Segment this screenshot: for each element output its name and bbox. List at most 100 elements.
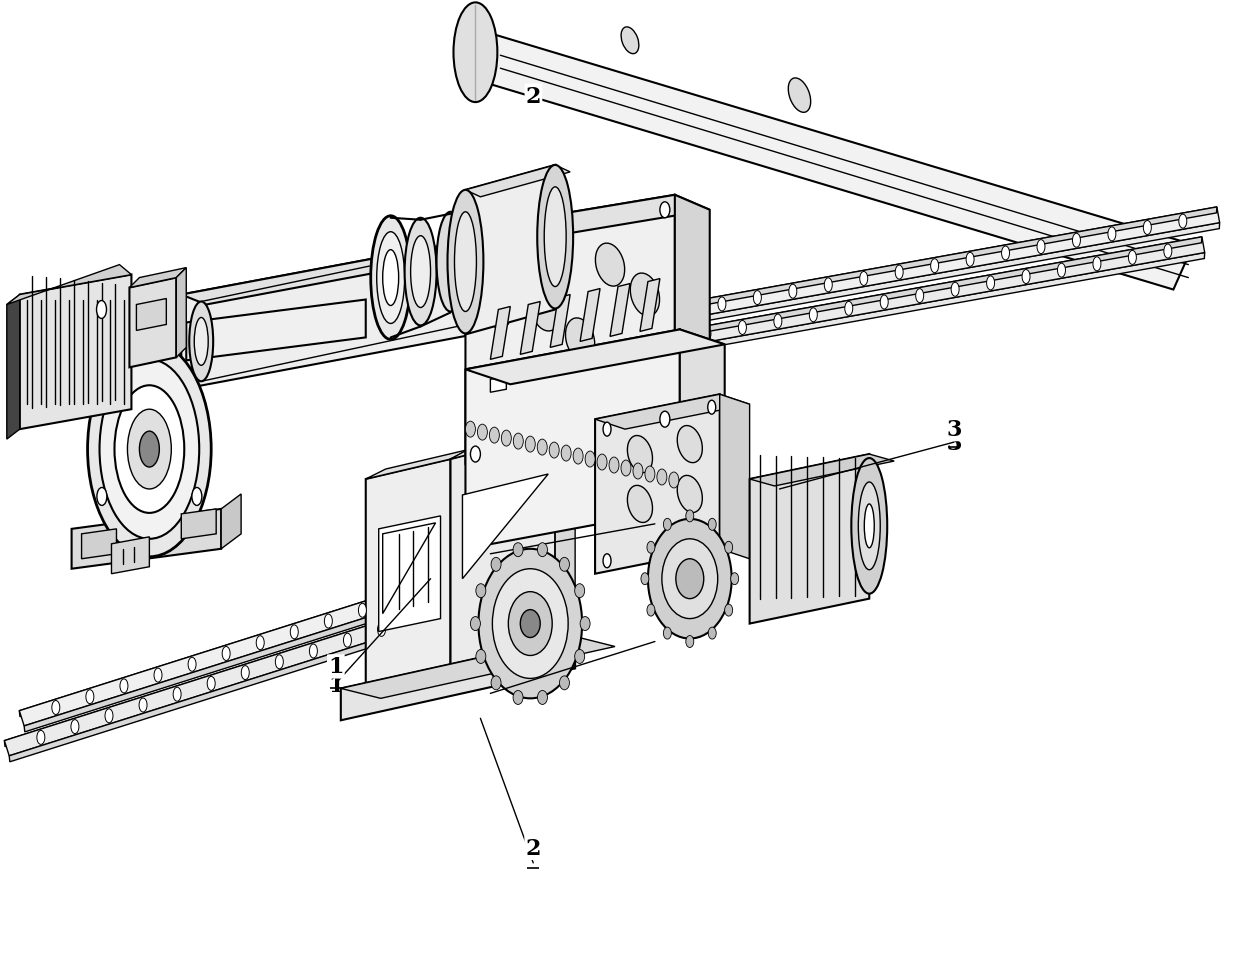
Ellipse shape	[470, 233, 480, 249]
Ellipse shape	[611, 316, 620, 331]
Ellipse shape	[703, 328, 711, 341]
Ellipse shape	[174, 687, 181, 701]
Ellipse shape	[585, 452, 595, 468]
Ellipse shape	[521, 610, 541, 638]
Ellipse shape	[476, 584, 486, 598]
Ellipse shape	[222, 647, 231, 660]
Ellipse shape	[660, 203, 670, 218]
Ellipse shape	[404, 218, 436, 326]
Ellipse shape	[501, 431, 511, 447]
Polygon shape	[5, 611, 414, 747]
Polygon shape	[465, 166, 556, 335]
Ellipse shape	[573, 449, 583, 464]
Polygon shape	[579, 208, 1220, 338]
Polygon shape	[582, 223, 1220, 344]
Ellipse shape	[105, 709, 113, 723]
Ellipse shape	[465, 422, 475, 437]
Ellipse shape	[492, 569, 568, 679]
Ellipse shape	[188, 658, 196, 672]
Ellipse shape	[662, 539, 718, 618]
Ellipse shape	[641, 573, 649, 585]
Ellipse shape	[574, 650, 584, 663]
Ellipse shape	[242, 666, 249, 679]
Ellipse shape	[476, 650, 486, 663]
Polygon shape	[181, 509, 216, 539]
Ellipse shape	[895, 266, 903, 280]
Polygon shape	[82, 529, 117, 559]
Text: 1: 1	[329, 656, 343, 678]
Ellipse shape	[290, 625, 299, 639]
Ellipse shape	[810, 309, 817, 322]
Polygon shape	[580, 290, 600, 342]
Polygon shape	[485, 313, 501, 328]
Ellipse shape	[393, 593, 401, 607]
Ellipse shape	[647, 541, 655, 554]
Ellipse shape	[657, 470, 667, 485]
Polygon shape	[20, 275, 131, 430]
Ellipse shape	[632, 463, 642, 479]
Polygon shape	[567, 253, 1205, 374]
Ellipse shape	[491, 676, 501, 690]
Ellipse shape	[852, 458, 887, 594]
Ellipse shape	[754, 292, 761, 305]
Ellipse shape	[660, 412, 670, 428]
Polygon shape	[72, 509, 221, 569]
Ellipse shape	[144, 346, 154, 364]
Ellipse shape	[448, 191, 484, 335]
Ellipse shape	[565, 318, 595, 361]
Ellipse shape	[139, 699, 148, 712]
Polygon shape	[463, 475, 548, 579]
Polygon shape	[20, 581, 429, 717]
Ellipse shape	[880, 295, 888, 310]
Ellipse shape	[598, 455, 608, 471]
Polygon shape	[563, 237, 1202, 358]
Ellipse shape	[677, 476, 702, 513]
Ellipse shape	[677, 426, 702, 463]
Text: 3: 3	[946, 433, 961, 455]
Ellipse shape	[686, 511, 694, 522]
Ellipse shape	[1058, 264, 1065, 278]
Polygon shape	[675, 195, 709, 445]
Ellipse shape	[686, 636, 694, 648]
Ellipse shape	[987, 276, 994, 291]
Ellipse shape	[1143, 221, 1151, 235]
Ellipse shape	[609, 457, 619, 474]
Ellipse shape	[580, 617, 590, 631]
Ellipse shape	[377, 233, 404, 324]
Ellipse shape	[649, 519, 732, 639]
Ellipse shape	[708, 535, 715, 548]
Ellipse shape	[864, 504, 874, 548]
Ellipse shape	[708, 401, 715, 415]
Ellipse shape	[496, 259, 525, 302]
Ellipse shape	[1092, 257, 1101, 272]
Polygon shape	[465, 166, 570, 197]
Text: 3: 3	[946, 418, 962, 440]
Polygon shape	[578, 208, 1216, 328]
Ellipse shape	[71, 720, 79, 734]
Polygon shape	[595, 395, 750, 430]
Polygon shape	[181, 235, 501, 390]
Ellipse shape	[1107, 228, 1116, 242]
Polygon shape	[20, 581, 433, 726]
Ellipse shape	[966, 253, 975, 267]
Polygon shape	[186, 300, 366, 361]
Ellipse shape	[436, 213, 465, 313]
Polygon shape	[5, 611, 418, 756]
Polygon shape	[465, 195, 709, 246]
Polygon shape	[450, 422, 575, 459]
Polygon shape	[129, 278, 176, 368]
Polygon shape	[366, 459, 450, 699]
Ellipse shape	[97, 301, 107, 319]
Polygon shape	[341, 637, 615, 699]
Ellipse shape	[513, 691, 523, 704]
Polygon shape	[521, 302, 541, 355]
Polygon shape	[719, 395, 750, 559]
Ellipse shape	[490, 428, 500, 444]
Ellipse shape	[275, 655, 283, 669]
Ellipse shape	[667, 334, 676, 348]
Ellipse shape	[190, 302, 213, 382]
Ellipse shape	[470, 447, 480, 462]
Polygon shape	[490, 376, 506, 393]
Ellipse shape	[477, 425, 487, 440]
Polygon shape	[465, 330, 680, 549]
